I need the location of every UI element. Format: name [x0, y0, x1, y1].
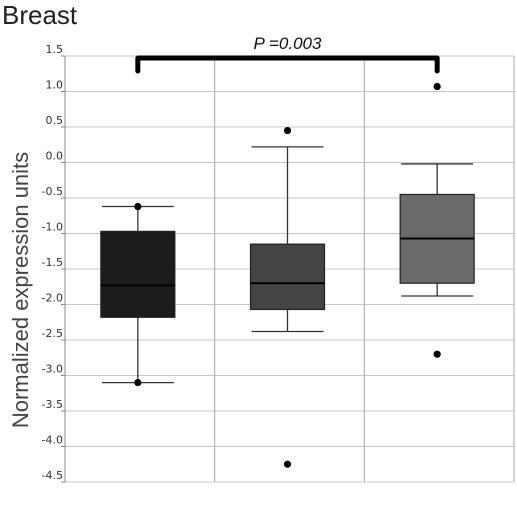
- outlier-point: [134, 379, 142, 387]
- y-tick-label: -1.0: [42, 221, 63, 234]
- box-iqr: [100, 230, 176, 318]
- panel-title: Breast: [2, 0, 78, 30]
- plot-frame: [61, 55, 515, 483]
- y-tick-label: -3.0: [42, 363, 63, 376]
- outlier-point: [283, 126, 292, 135]
- box-3: [399, 82, 475, 358]
- y-tick-label: 0.5: [46, 114, 64, 127]
- p-value-label: P =0.003: [254, 34, 322, 53]
- y-axis-label: Normalized expression units: [8, 152, 33, 428]
- outlier-point: [433, 350, 441, 358]
- significance-annotation: P =0.003: [135, 34, 440, 74]
- box-1: [100, 202, 176, 387]
- y-tick-label: 0.0: [46, 150, 64, 163]
- y-tick-label: -4.5: [42, 469, 63, 482]
- y-tick-label: -4.0: [42, 434, 63, 447]
- y-tick-labels: 1.5 1.0 0.5 0.0 -0.5 -1.0 -1.5 -2.0 -2.5 -3.0 -3.5…: [42, 43, 63, 482]
- box-2: [249, 126, 326, 468]
- y-tick-label: 1.5: [46, 43, 64, 56]
- box-iqr: [249, 243, 326, 311]
- y-tick-label: -0.5: [42, 185, 63, 198]
- boxes-layer: [100, 82, 475, 468]
- y-tick-label: 1.0: [46, 79, 64, 92]
- significance-bracket: [135, 55, 440, 74]
- outlier-point: [134, 202, 142, 211]
- y-tick-label: -1.5: [42, 256, 63, 269]
- outlier-point: [283, 460, 292, 468]
- y-tick-label: -2.5: [42, 327, 63, 340]
- outlier-point: [433, 82, 441, 91]
- y-tick-label: -2.0: [42, 292, 63, 305]
- y-tick-label: -3.5: [42, 398, 63, 411]
